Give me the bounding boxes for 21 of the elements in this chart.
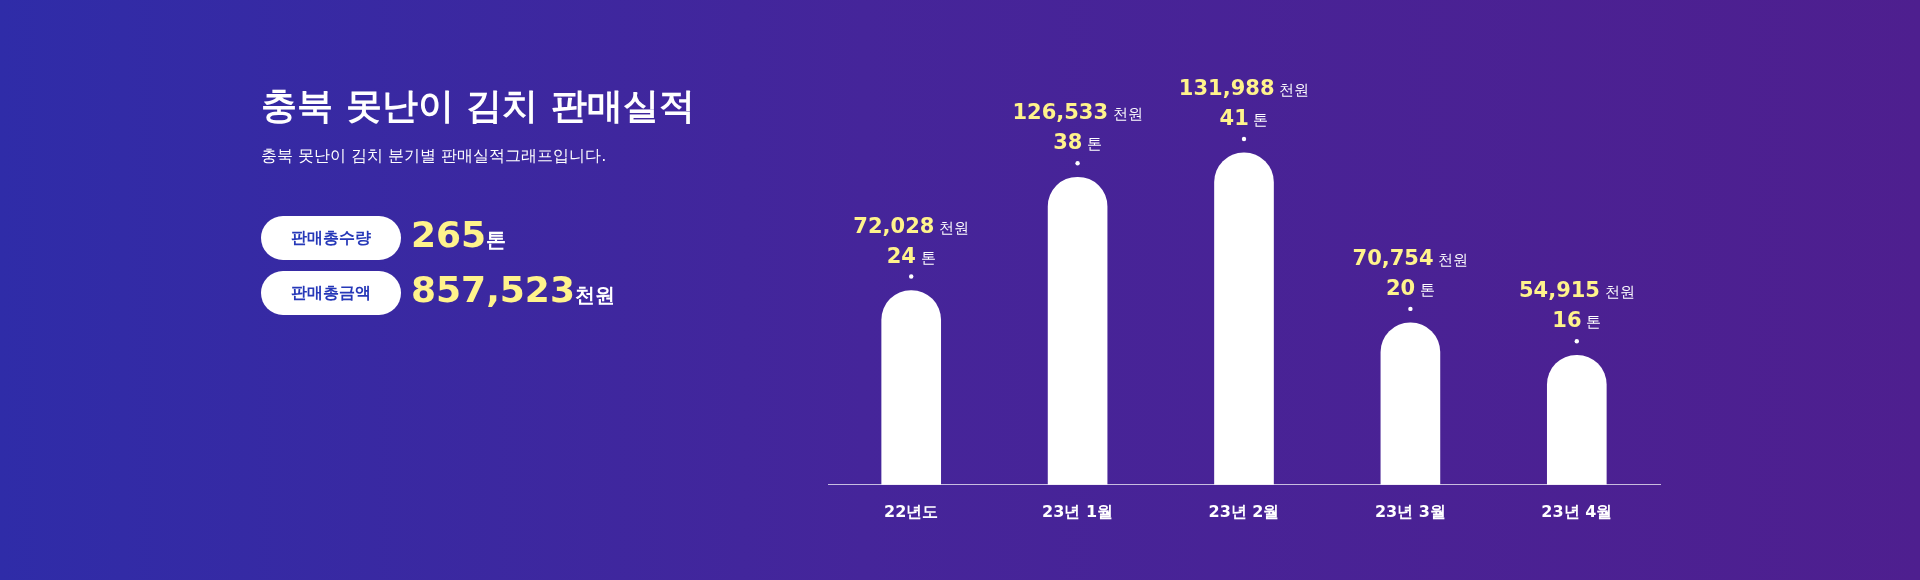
data-label: 41 톤 [1219,105,1269,130]
text: 857,523천원 [411,269,615,310]
text: 판매총수량 [261,216,401,260]
annotation: 126,533 천원 [1012,100,1143,125]
annotation: 70,754 천원 [1352,245,1469,270]
data-label: 16 톤 [1552,308,1602,333]
x-tick-label: 23년 4월 [1541,501,1613,521]
annotation: 131,988 천원 [1178,75,1310,100]
annotation: 54,915 천원 [1518,278,1635,303]
text: 충북 못난이 김치 분기별 판매실적그래프입니다. [261,146,607,167]
text: 265톤 [411,214,507,255]
x-tick-label: 23년 2월 [1208,501,1280,521]
data-label: 20 톤 [1385,275,1435,300]
x-tick-label: 23년 1월 [1042,501,1114,521]
text: 판매총금액 [261,271,401,315]
data-label: 38 톤 [1053,130,1103,155]
text: 충북 못난이 김치 판매실적 [261,84,695,128]
x-tick-label: 23년 3월 [1374,501,1446,521]
annotation: 72,028 천원 [853,213,970,238]
x-tick-label: 22년도 [884,501,939,521]
data-label: 24 톤 [886,243,936,268]
